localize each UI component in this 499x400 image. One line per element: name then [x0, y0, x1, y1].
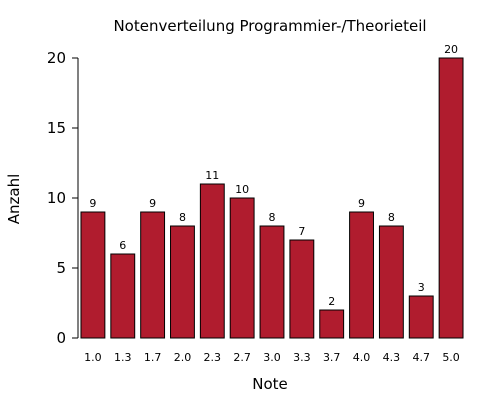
y-tick-label: 5: [56, 259, 66, 277]
bar-value-label: 20: [444, 43, 458, 56]
x-tick-label: 1.3: [114, 351, 132, 364]
bar: [259, 225, 285, 339]
y-tick-label: 10: [47, 189, 66, 207]
x-axis: 1.0 1.3 1.7 2.0 2.3 2.7 3.0 3.3 3.7 4.0 4.3 4.7 5.0: [84, 351, 460, 364]
bar: [289, 239, 315, 339]
bar: [319, 309, 345, 339]
x-tick-label: 5.0: [442, 351, 460, 364]
bar: [140, 211, 166, 339]
x-tick-label: 2.0: [174, 351, 192, 364]
x-tick-label: 4.3: [383, 351, 401, 364]
bars-group: 9 6 9 8 11 10 8 7 2 9 8 3 20: [80, 43, 464, 339]
bar-value-label: 2: [328, 295, 335, 308]
x-tick-label: 3.7: [323, 351, 341, 364]
y-axis: 0 5 10 15 20: [47, 49, 78, 347]
bar-value-label: 9: [149, 197, 156, 210]
bar-value-label: 6: [119, 239, 126, 252]
bar-value-label: 10: [235, 183, 249, 196]
bar-value-label: 9: [358, 197, 365, 210]
x-tick-label: 1.7: [144, 351, 162, 364]
y-tick-label: 15: [47, 119, 66, 137]
bar: [349, 211, 374, 339]
y-axis-label: Anzahl: [5, 174, 23, 225]
bar-value-label: 8: [388, 211, 395, 224]
x-tick-label: 1.0: [84, 351, 102, 364]
x-tick-label: 2.3: [204, 351, 222, 364]
bar: [378, 225, 404, 339]
bar-value-label: 11: [205, 169, 219, 182]
x-tick-label: 3.3: [293, 351, 311, 364]
bar-value-label: 8: [179, 211, 186, 224]
bar: [199, 183, 225, 339]
y-tick-label: 0: [56, 329, 66, 347]
x-tick-label: 4.7: [412, 351, 430, 364]
bar-value-label: 3: [418, 281, 425, 294]
x-axis-label: Note: [252, 375, 288, 393]
x-tick-label: 3.0: [263, 351, 281, 364]
bar: [110, 253, 136, 339]
y-tick-label: 20: [47, 49, 66, 67]
x-tick-label: 2.7: [233, 351, 251, 364]
bar: [80, 211, 106, 339]
bar: [408, 295, 434, 339]
bar: [229, 197, 255, 339]
x-tick-label: 4.0: [353, 351, 371, 364]
bar: [438, 57, 464, 339]
bar-value-label: 8: [269, 211, 276, 224]
bar-value-label: 9: [89, 197, 96, 210]
chart-title: Notenverteilung Programmier-/Theorieteil: [113, 17, 426, 35]
bar-value-label: 7: [298, 225, 305, 238]
bar: [170, 225, 195, 339]
